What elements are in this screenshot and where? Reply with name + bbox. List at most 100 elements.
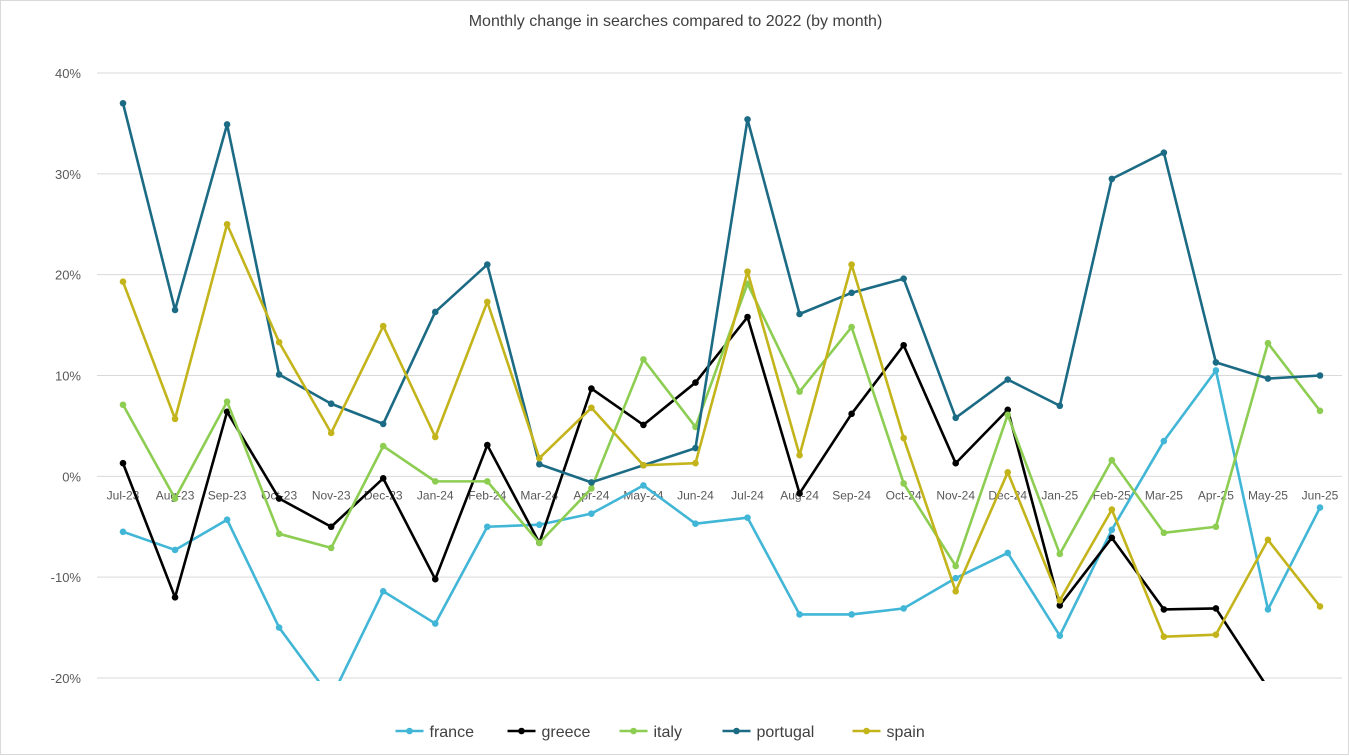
series-line: [121, 315, 1265, 681]
data-point: [848, 261, 855, 268]
data-point: [379, 420, 387, 428]
data-point: [1004, 469, 1012, 476]
x-tick-label: Oct-24: [886, 488, 922, 502]
data-point: [848, 611, 855, 618]
data-point: [796, 611, 803, 618]
data-point: [796, 490, 803, 497]
x-tick-label: Sep-23: [208, 488, 247, 502]
data-point: [223, 220, 231, 228]
legend-label: greece: [542, 724, 591, 741]
data-point: [1212, 605, 1220, 612]
series-line: [122, 369, 1322, 681]
data-point: [744, 313, 751, 321]
data-point: [692, 379, 699, 386]
data-point: [952, 414, 959, 422]
x-tick-label: Jun-25: [1302, 488, 1339, 502]
series-spain: [119, 220, 1324, 640]
data-point: [171, 415, 179, 423]
data-point: [640, 461, 647, 469]
data-point: [1056, 602, 1064, 609]
data-point: [692, 423, 699, 431]
legend-marker: [406, 727, 413, 735]
x-tick-label: Apr-25: [1198, 488, 1234, 502]
data-point: [223, 398, 231, 406]
legend-marker: [863, 727, 870, 735]
x-tick-label: Mar-24: [520, 488, 558, 502]
data-point: [379, 442, 387, 450]
data-point: [327, 400, 335, 408]
data-point: [1212, 359, 1220, 366]
data-point: [223, 121, 231, 128]
legend-label: italy: [654, 724, 682, 741]
data-point: [1212, 631, 1220, 638]
series-line: [121, 102, 1321, 484]
legend-item-portugal: portugal: [722, 724, 815, 741]
chart-title: Monthly change in searches compared to 2…: [468, 13, 883, 30]
data-point: [379, 587, 387, 595]
data-point: [1004, 549, 1012, 557]
data-point: [692, 520, 699, 528]
data-point: [588, 404, 595, 412]
legend-marker: [518, 727, 525, 735]
x-tick-label: Mar-25: [1145, 488, 1183, 502]
data-point: [848, 323, 855, 331]
data-point: [1108, 175, 1116, 183]
data-point: [1056, 402, 1064, 410]
x-tick-label: Sep-24: [832, 488, 871, 502]
y-tick-label: 40%: [55, 66, 81, 81]
data-point: [431, 575, 439, 583]
data-point: [119, 528, 127, 536]
data-point: [379, 322, 387, 330]
data-point: [275, 371, 283, 378]
data-point: [1160, 437, 1168, 445]
data-point: [327, 429, 335, 437]
x-tick-label: Jan-24: [417, 488, 454, 502]
data-point: [640, 482, 647, 489]
data-point: [952, 562, 959, 570]
y-axis-tick-labels: 40% 30% 20% 10% 0% -10% -20%: [51, 66, 82, 686]
legend-label: portugal: [757, 724, 815, 741]
data-point: [1056, 632, 1064, 639]
x-tick-label: Jul-24: [731, 488, 764, 502]
data-point: [1212, 523, 1220, 531]
data-point: [796, 310, 803, 318]
data-point: [484, 523, 491, 531]
data-point: [327, 523, 335, 531]
legend-label: spain: [887, 724, 925, 741]
data-point: [1004, 406, 1012, 414]
y-tick-label: -10%: [51, 570, 82, 585]
legend-item-spain: spain: [852, 724, 925, 741]
data-point: [952, 574, 959, 582]
series-lines: [119, 99, 1324, 681]
data-point: [1056, 550, 1064, 558]
data-point: [171, 546, 179, 554]
series-france: [119, 367, 1324, 681]
data-point: [431, 433, 439, 441]
legend-marker: [630, 727, 637, 735]
data-point: [1056, 597, 1064, 604]
data-point: [171, 495, 179, 502]
data-point: [119, 99, 127, 107]
x-tick-label: Feb-24: [468, 488, 506, 502]
data-point: [223, 408, 231, 416]
data-point: [1316, 603, 1324, 610]
data-point: [952, 587, 959, 595]
data-point: [588, 485, 595, 492]
data-point: [692, 459, 699, 467]
y-tick-label: -20%: [51, 671, 82, 686]
data-point: [744, 514, 751, 521]
data-point: [900, 275, 907, 283]
data-point: [1160, 606, 1168, 613]
data-point: [588, 479, 595, 486]
data-point: [119, 401, 127, 409]
data-point: [119, 278, 127, 286]
data-point: [952, 459, 959, 467]
data-point: [1160, 633, 1168, 640]
data-point: [275, 530, 283, 538]
data-point: [796, 451, 803, 459]
data-point: [900, 605, 907, 612]
data-point: [796, 388, 803, 395]
x-tick-label: Nov-24: [936, 488, 975, 502]
data-point: [431, 620, 439, 627]
